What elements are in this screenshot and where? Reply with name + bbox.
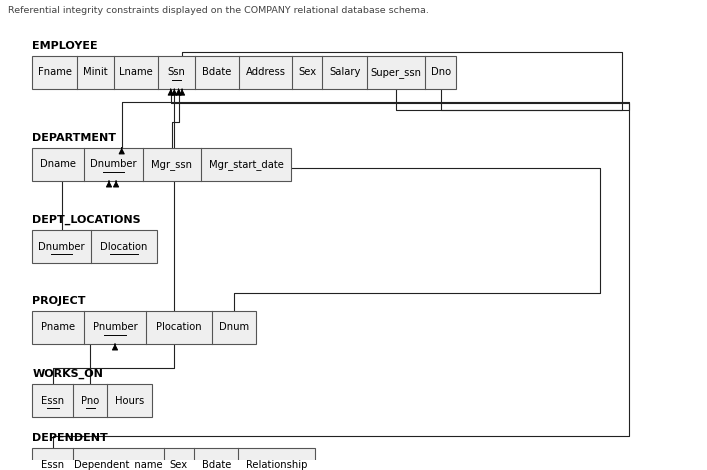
- Text: DEPENDENT: DEPENDENT: [33, 433, 108, 443]
- Bar: [33, 448, 315, 470]
- Text: Dependent_name: Dependent_name: [74, 460, 163, 470]
- Text: Dlocation: Dlocation: [100, 242, 148, 252]
- Text: Minit: Minit: [83, 67, 107, 78]
- Text: Pname: Pname: [41, 322, 75, 332]
- Text: Salary: Salary: [329, 67, 361, 78]
- Text: PROJECT: PROJECT: [33, 296, 86, 306]
- Bar: [33, 230, 157, 263]
- Text: Essn: Essn: [41, 396, 64, 406]
- Bar: [33, 311, 256, 344]
- Text: Hours: Hours: [115, 396, 144, 406]
- Text: Super_ssn: Super_ssn: [370, 67, 421, 78]
- Text: Ssn: Ssn: [168, 67, 185, 78]
- Text: Referential integrity constraints displayed on the COMPANY relational database s: Referential integrity constraints displa…: [8, 6, 428, 15]
- Text: Mgr_ssn: Mgr_ssn: [151, 159, 192, 170]
- Text: Relationship: Relationship: [246, 460, 308, 470]
- Text: WORKS_ON: WORKS_ON: [33, 369, 103, 379]
- Text: Mgr_start_date: Mgr_start_date: [209, 159, 284, 170]
- Text: EMPLOYEE: EMPLOYEE: [33, 41, 98, 51]
- Text: Bdate: Bdate: [202, 67, 232, 78]
- Text: Plocation: Plocation: [156, 322, 201, 332]
- Text: Pno: Pno: [81, 396, 100, 406]
- Bar: [33, 384, 152, 417]
- Text: Fname: Fname: [37, 67, 71, 78]
- Text: Address: Address: [245, 67, 286, 78]
- Text: Pnumber: Pnumber: [93, 322, 137, 332]
- Text: Dnumber: Dnumber: [90, 159, 136, 169]
- Text: Bdate: Bdate: [201, 460, 231, 470]
- Text: Essn: Essn: [41, 460, 64, 470]
- Text: Dno: Dno: [431, 67, 450, 78]
- Text: DEPARTMENT: DEPARTMENT: [33, 133, 117, 142]
- Bar: [33, 56, 456, 89]
- Text: Dnumber: Dnumber: [38, 242, 85, 252]
- Text: Lname: Lname: [119, 67, 153, 78]
- Text: Sex: Sex: [298, 67, 316, 78]
- Text: Dnum: Dnum: [219, 322, 249, 332]
- Text: Dname: Dname: [40, 159, 76, 169]
- Text: DEPT_LOCATIONS: DEPT_LOCATIONS: [33, 215, 141, 225]
- Bar: [33, 148, 291, 180]
- Text: Sex: Sex: [170, 460, 188, 470]
